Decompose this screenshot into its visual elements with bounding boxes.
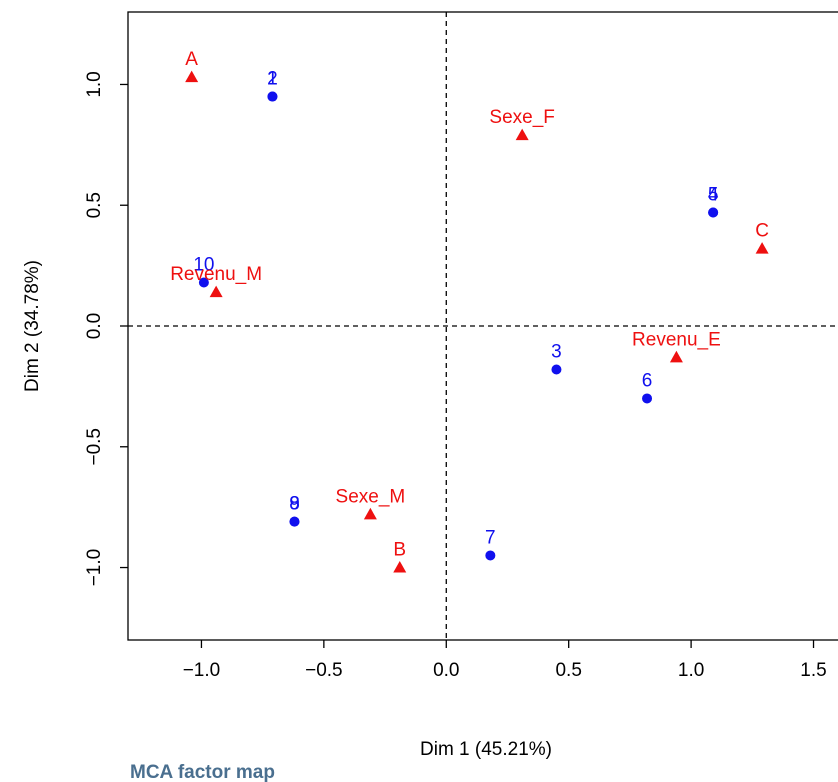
individual-label: 2 <box>267 69 278 90</box>
chart-title: MCA factor map <box>130 762 275 782</box>
individual-point <box>267 91 278 102</box>
individual-label: 8 <box>289 494 300 515</box>
category-label: Revenu_E <box>632 329 721 350</box>
category-point <box>363 507 377 520</box>
individual-label: 4 <box>708 184 719 205</box>
category-label: C <box>755 221 769 242</box>
individual-point <box>485 550 496 561</box>
individual-label: 7 <box>485 527 496 548</box>
individual-point <box>198 277 209 288</box>
individual-label: 3 <box>551 341 562 362</box>
category-label: A <box>185 49 198 70</box>
individual-point <box>289 516 300 527</box>
individual-label: 5 <box>708 184 719 205</box>
y-tick-label: 0.0 <box>84 313 105 339</box>
individual-label: 9 <box>289 494 300 515</box>
individual-point <box>551 364 562 375</box>
x-tick-label: 0.0 <box>433 660 459 681</box>
x-tick-label: 1.5 <box>800 660 826 681</box>
individual-label: 6 <box>642 370 653 391</box>
individual-point <box>642 393 653 404</box>
x-tick-label: 1.0 <box>678 660 704 681</box>
category-label: Revenu_M <box>170 264 262 285</box>
y-tick-label: 0.5 <box>84 192 105 218</box>
individual-point <box>708 207 719 218</box>
category-point <box>669 350 683 363</box>
category-point <box>393 560 407 573</box>
x-tick-label: −1.0 <box>183 660 221 681</box>
individual-label: 1 <box>267 69 278 90</box>
x-axis-title: Dim 1 (45.21%) <box>420 739 552 760</box>
category-point <box>755 242 769 254</box>
category-point <box>185 70 199 83</box>
y-tick-label: −0.5 <box>84 428 105 466</box>
x-tick-label: 0.5 <box>555 660 581 681</box>
category-label: Sexe_M <box>336 486 406 507</box>
category-label: B <box>393 540 406 561</box>
individual-label: 10 <box>193 255 214 276</box>
category-point <box>515 128 529 141</box>
y-tick-label: 1.0 <box>84 71 105 97</box>
x-tick-label: −0.5 <box>305 660 343 681</box>
category-label: Sexe_F <box>489 107 554 128</box>
category-point <box>209 285 223 298</box>
y-tick-label: −1.0 <box>84 549 105 587</box>
y-axis-title: Dim 2 (34.78%) <box>22 260 43 392</box>
